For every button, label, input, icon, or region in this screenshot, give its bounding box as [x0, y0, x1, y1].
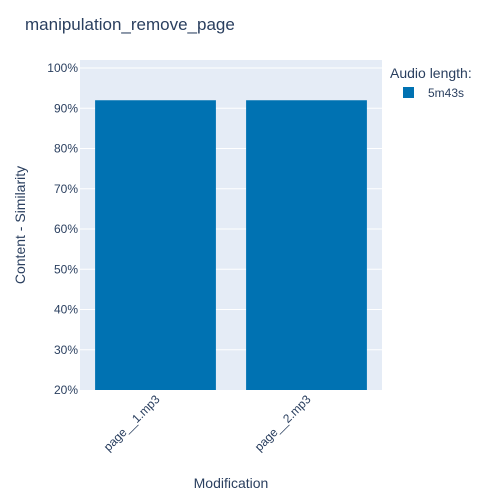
x-axis-ticks: page__1.mp3 page__2.mp3: [101, 392, 314, 454]
bar-2[interactable]: [246, 100, 367, 391]
legend-swatch[interactable]: [403, 87, 414, 98]
x-tick-label: page__2.mp3: [252, 392, 314, 454]
y-tick-label: 60%: [54, 222, 78, 236]
chart-title: manipulation_remove_page: [25, 15, 235, 34]
y-axis-title: Content - Similarity: [12, 166, 28, 284]
y-tick-label: 80%: [54, 142, 78, 156]
y-tick-label: 70%: [54, 182, 78, 196]
bar-1[interactable]: [95, 100, 216, 391]
legend-title: Audio length:: [390, 65, 472, 81]
y-tick-label: 90%: [54, 101, 78, 115]
x-axis-title: Modification: [194, 475, 269, 491]
y-tick-label: 40%: [54, 303, 78, 317]
y-tick-label: 30%: [54, 343, 78, 357]
y-tick-label: 50%: [54, 262, 78, 276]
bars: [95, 100, 367, 391]
legend[interactable]: Audio length: 5m43s: [390, 65, 472, 100]
y-axis-ticks: 20% 30% 40% 50% 60% 70% 80% 90% 100%: [47, 61, 78, 397]
y-tick-label: 100%: [47, 61, 78, 75]
legend-item-label[interactable]: 5m43s: [428, 86, 464, 100]
x-tick-label: page__1.mp3: [101, 392, 163, 454]
y-tick-label: 20%: [54, 383, 78, 397]
